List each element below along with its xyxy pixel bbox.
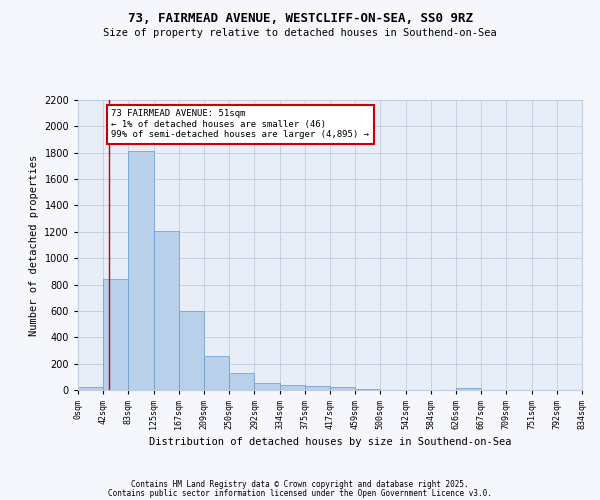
Text: Contains HM Land Registry data © Crown copyright and database right 2025.: Contains HM Land Registry data © Crown c… <box>131 480 469 489</box>
Bar <box>154 230 179 390</box>
Bar <box>457 388 481 390</box>
Text: Size of property relative to detached houses in Southend-on-Sea: Size of property relative to detached ho… <box>103 28 497 38</box>
Bar <box>128 152 154 390</box>
Bar <box>355 388 380 390</box>
Bar <box>305 386 330 390</box>
Y-axis label: Number of detached properties: Number of detached properties <box>29 154 38 336</box>
X-axis label: Distribution of detached houses by size in Southend-on-Sea: Distribution of detached houses by size … <box>149 438 511 448</box>
Text: 73 FAIRMEAD AVENUE: 51sqm
← 1% of detached houses are smaller (46)
99% of semi-d: 73 FAIRMEAD AVENUE: 51sqm ← 1% of detach… <box>111 109 369 139</box>
Text: Contains public sector information licensed under the Open Government Licence v3: Contains public sector information licen… <box>108 489 492 498</box>
Text: 73, FAIRMEAD AVENUE, WESTCLIFF-ON-SEA, SS0 9RZ: 73, FAIRMEAD AVENUE, WESTCLIFF-ON-SEA, S… <box>128 12 473 26</box>
Bar <box>229 373 254 390</box>
Bar <box>330 388 355 390</box>
Bar <box>179 311 205 390</box>
Bar <box>103 280 128 390</box>
Bar <box>78 386 103 390</box>
Bar <box>280 384 305 390</box>
Bar <box>254 384 280 390</box>
Bar <box>205 356 229 390</box>
